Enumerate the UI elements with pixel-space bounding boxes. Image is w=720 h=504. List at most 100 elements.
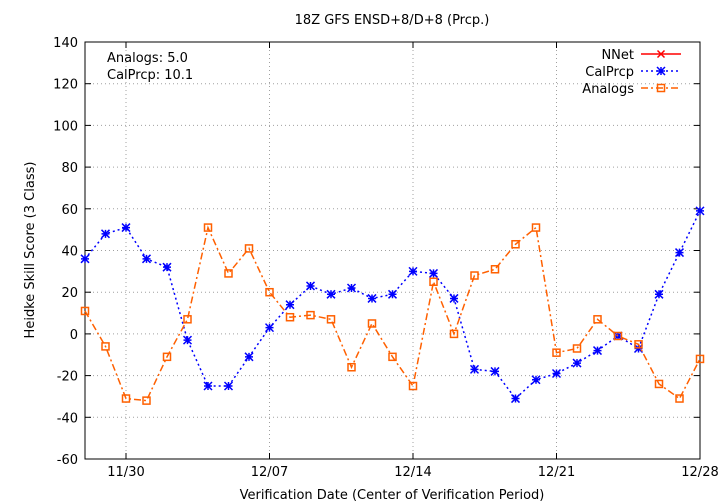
marker-asterisk — [387, 289, 398, 299]
marker-square — [449, 329, 459, 339]
series-calprcp-line — [84, 210, 701, 400]
marker-square — [593, 315, 602, 324]
y-tick-label: 80 — [61, 161, 78, 176]
series-analogs-point — [388, 352, 397, 362]
axis-ticks: -60 -40 -20 0 20 40 60 80 100 120 140 11/30 12/07 12/… — [53, 36, 719, 480]
series-calprcp-point — [121, 223, 131, 233]
series-analogs-point — [634, 340, 643, 349]
marker-asterisk — [305, 281, 316, 291]
x-tick-label: 12/21 — [538, 465, 575, 480]
marker-asterisk — [551, 368, 562, 379]
marker-asterisk — [285, 300, 295, 310]
series-calprcp-point — [469, 364, 480, 374]
series-analogs-point — [306, 310, 315, 320]
marker-asterisk — [654, 289, 664, 299]
marker-asterisk — [367, 293, 377, 303]
marker-asterisk — [346, 283, 357, 293]
marker-square — [244, 244, 254, 253]
series-calprcp-point — [387, 289, 398, 299]
series-analogs-point — [675, 394, 684, 403]
marker-square — [326, 315, 336, 324]
series-analogs-point — [183, 315, 192, 324]
marker-asterisk — [162, 262, 172, 272]
annotations: Analogs: 5.0 CalPrcp: 10.1 — [107, 51, 193, 83]
marker-square — [552, 348, 561, 357]
y-tick-label: 20 — [61, 286, 78, 301]
series-analogs-point — [244, 244, 254, 253]
marker-asterisk — [656, 66, 666, 76]
series-calprcp-point — [162, 262, 172, 272]
series-analogs-point — [367, 319, 377, 328]
series-analogs-point — [408, 381, 418, 391]
marker-asterisk — [141, 254, 152, 264]
series-analogs-point — [162, 352, 172, 362]
series-analogs-point — [511, 239, 520, 249]
series-calprcp-point — [285, 300, 295, 310]
series-analogs-point — [531, 223, 541, 232]
marker-square — [183, 315, 192, 324]
series-calprcp-point — [326, 289, 336, 299]
marker-square — [142, 396, 151, 405]
series-calprcp-point — [182, 335, 193, 345]
marker-asterisk — [572, 358, 582, 368]
y-tick-label: 0 — [70, 328, 78, 343]
series-analogs-point — [613, 331, 623, 341]
series-calprcp-point — [346, 283, 357, 293]
series-analogs-point — [80, 306, 90, 316]
marker-asterisk — [531, 375, 541, 385]
marker-asterisk — [674, 248, 685, 258]
legend-label: NNet — [601, 48, 634, 63]
marker-asterisk — [244, 352, 254, 362]
marker-asterisk — [100, 229, 111, 239]
marker-asterisk — [592, 346, 603, 356]
y-tick-label: 60 — [61, 203, 78, 218]
marker-square — [101, 342, 110, 351]
marker-square — [367, 319, 377, 328]
series-calprcp-point — [367, 293, 377, 303]
series-calprcp-point — [551, 368, 562, 379]
marker-asterisk — [326, 289, 336, 299]
marker-square — [490, 265, 500, 274]
series-analogs-point — [203, 223, 213, 232]
series-analogs-point — [285, 312, 295, 322]
series-calprcp-point — [695, 206, 705, 216]
x-tick-label: 12/07 — [251, 465, 288, 480]
chart-title: 18Z GFS ENSD+8/D+8 (Prcp.) — [295, 13, 490, 28]
marker-square — [511, 239, 520, 249]
series-analogs-point — [265, 287, 274, 297]
y-tick-label: 120 — [53, 78, 78, 93]
series-analogs-point — [593, 315, 602, 324]
legend-swatch-marker — [656, 83, 666, 93]
marker-square — [285, 312, 295, 322]
marker-square — [675, 394, 684, 403]
legend-label: CalPrcp — [585, 65, 634, 80]
marker-square — [695, 354, 705, 364]
marker-square — [470, 271, 479, 280]
y-tick-label: 140 — [53, 36, 78, 51]
annotation-text: Analogs: 5.0 — [107, 51, 188, 66]
series-analogs-point — [490, 265, 500, 274]
series-analogs-point — [552, 348, 561, 357]
series-analogs-point — [326, 315, 336, 324]
marker-asterisk — [469, 364, 480, 374]
series-analogs-point — [654, 379, 664, 389]
marker-square — [306, 310, 315, 320]
legend-label: Analogs — [582, 82, 634, 97]
legend-item-calprcp: CalPrcp — [585, 65, 681, 80]
y-axis-label: Heidke Skill Score (3 Class) — [23, 162, 38, 339]
marker-square — [388, 352, 397, 362]
series-analogs-point — [695, 354, 705, 364]
y-tick-label: 100 — [53, 119, 78, 134]
grid — [85, 42, 700, 459]
marker-asterisk — [428, 268, 439, 278]
marker-square — [347, 363, 356, 372]
series-calprcp-point — [100, 229, 111, 239]
y-tick-label: -40 — [57, 411, 78, 426]
marker-asterisk — [490, 366, 500, 376]
marker-square — [224, 269, 233, 278]
series-analogs-point — [572, 344, 582, 353]
legend-item-analogs: Analogs — [582, 82, 681, 97]
series-analogs-point — [470, 271, 479, 280]
y-tick-label: -20 — [57, 370, 78, 385]
